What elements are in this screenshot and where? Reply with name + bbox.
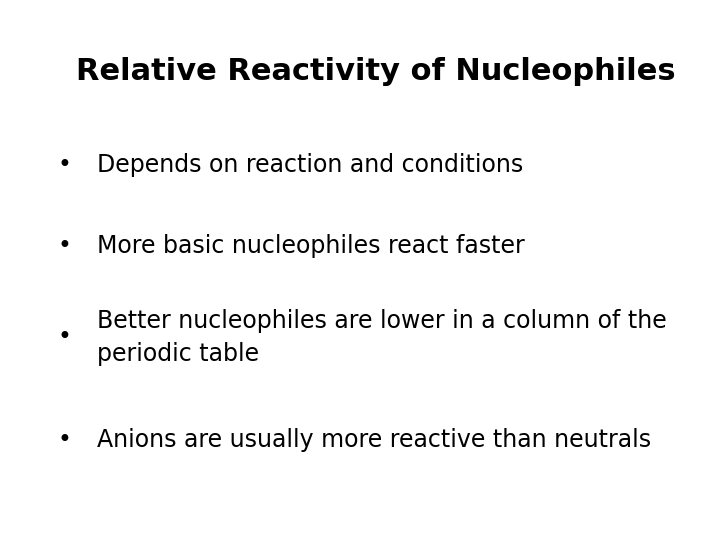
Text: •: • xyxy=(58,428,72,452)
Text: Better nucleophiles are lower in a column of the
periodic table: Better nucleophiles are lower in a colum… xyxy=(97,309,667,366)
Text: •: • xyxy=(58,234,72,258)
Text: Depends on reaction and conditions: Depends on reaction and conditions xyxy=(97,153,523,177)
Text: •: • xyxy=(58,326,72,349)
Text: •: • xyxy=(58,153,72,177)
Text: Anions are usually more reactive than neutrals: Anions are usually more reactive than ne… xyxy=(97,428,652,452)
Text: Relative Reactivity of Nucleophiles: Relative Reactivity of Nucleophiles xyxy=(76,57,675,86)
Text: More basic nucleophiles react faster: More basic nucleophiles react faster xyxy=(97,234,525,258)
